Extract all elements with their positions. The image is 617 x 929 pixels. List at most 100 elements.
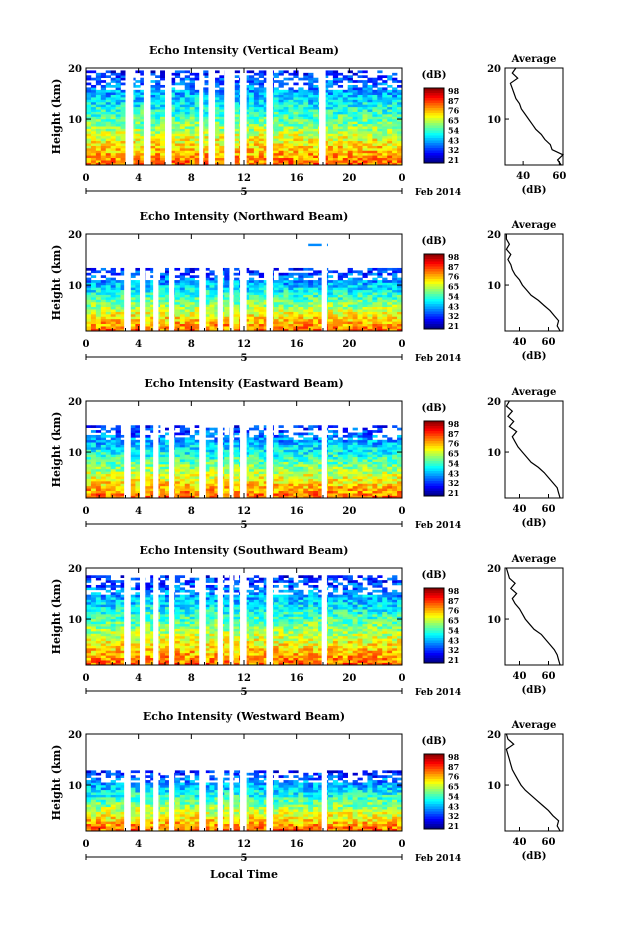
heatmap-cell [90, 270, 97, 274]
heatmap-cell [248, 316, 255, 320]
heatmap-cell [165, 289, 171, 293]
heatmap-cell [105, 282, 111, 286]
heatmap-cell [288, 97, 294, 100]
heatmap-cell [219, 123, 225, 127]
heatmap-cell [174, 478, 181, 482]
heatmap-cell [155, 82, 161, 86]
heatmap-cell [248, 468, 255, 472]
heatmap-cell [283, 128, 289, 132]
heatmap-cell [194, 148, 200, 151]
heatmap-cell [308, 162, 314, 166]
heatmap-cell [86, 92, 92, 95]
heatmap-cell [160, 495, 166, 499]
heatmap-cell [342, 128, 348, 132]
heatmap-cell [258, 323, 265, 327]
heatmap-cell [95, 140, 102, 144]
heatmap-cell [382, 326, 388, 329]
heatmap-cell [362, 143, 368, 146]
heatmap-cell [313, 461, 319, 465]
heatmap-cell [120, 280, 126, 283]
heatmap-cell [352, 318, 358, 322]
heatmap-cell [313, 92, 319, 95]
heatmap-cell [263, 280, 269, 283]
heatmap-cell [387, 99, 393, 103]
heatmap-cell [214, 116, 220, 120]
heatmap-cell [303, 104, 309, 108]
heatmap-cell [303, 299, 309, 303]
heatmap-cell [209, 284, 215, 288]
heatmap-cell [115, 145, 121, 149]
heatmap-cell [392, 316, 398, 320]
heatmap-cell [263, 466, 269, 470]
heatmap-cell [273, 292, 279, 295]
heatmap-cell [313, 306, 319, 310]
heatmap-cell [352, 280, 358, 283]
heatmap-cell [298, 267, 304, 271]
heatmap-cell [110, 72, 116, 76]
heatmap-cell [318, 277, 324, 281]
heatmap-cell [283, 143, 289, 146]
heatmap-cell [194, 468, 200, 472]
heatmap-cell [165, 267, 171, 271]
heatmap-cell [248, 478, 255, 482]
heatmap-cell [342, 294, 348, 298]
heatmap-cell [95, 464, 102, 467]
heatmap-cell [327, 145, 334, 149]
heatmap-cell [382, 468, 388, 472]
heatmap-cell [347, 485, 353, 489]
heatmap-cell [313, 114, 319, 117]
heatmap-cell [234, 92, 240, 95]
heatmap-cell [86, 75, 92, 78]
heatmap-cell [194, 299, 200, 303]
heatmap-cell [377, 328, 383, 332]
heatmap-cell [105, 160, 111, 163]
heatmap-cell [372, 306, 378, 310]
heatmap-cell [332, 109, 339, 112]
heatmap-cell [273, 309, 279, 312]
heatmap-cell [362, 135, 368, 139]
heatmap-cell [372, 297, 378, 300]
heatmap-cell [392, 318, 398, 322]
heatmap-cell [219, 99, 225, 103]
heatmap-cell [327, 104, 334, 108]
heatmap-cell [100, 145, 107, 149]
heatmap-cell [179, 133, 186, 137]
heatmap-cell [392, 483, 398, 487]
heatmap-cell [214, 82, 220, 86]
heatmap-cell [214, 316, 220, 320]
heatmap-cell [342, 106, 348, 110]
heatmap-cell [397, 306, 403, 310]
heatmap-cell [174, 97, 181, 100]
heatmap-cell [298, 495, 304, 499]
heatmap-cell [397, 476, 403, 479]
heatmap-cell [327, 292, 334, 295]
heatmap-cell [120, 294, 126, 298]
heatmap-cell [288, 77, 294, 81]
heatmap-cell [263, 301, 269, 305]
heatmap-cell [110, 490, 116, 494]
heatmap-cell [293, 473, 299, 477]
heatmap-cell [184, 280, 190, 283]
heatmap-cell [234, 148, 240, 151]
heatmap-cell [352, 323, 358, 327]
heatmap-cell [372, 323, 378, 327]
heatmap-cell [258, 287, 265, 291]
heatmap-cell [189, 101, 195, 105]
heatmap-cell [332, 145, 339, 149]
heatmap-cell [90, 77, 97, 81]
heatmap-cell [273, 89, 279, 93]
heatmap-cell [342, 131, 348, 134]
heatmap-cell [382, 270, 388, 274]
heatmap-cell [273, 280, 279, 283]
heatmap-cell [332, 106, 339, 110]
heatmap-cell [308, 323, 314, 327]
heatmap-cell [263, 150, 269, 154]
heatmap-cell [293, 138, 299, 142]
heatmap-cell [86, 143, 92, 146]
heatmap-cell [382, 287, 388, 291]
colorbar-tick-label: 65 [448, 282, 459, 292]
heatmap-cell [105, 321, 111, 325]
heatmap-cell [298, 471, 304, 475]
heatmap-cell [327, 323, 334, 327]
heatmap-cell [298, 160, 304, 163]
